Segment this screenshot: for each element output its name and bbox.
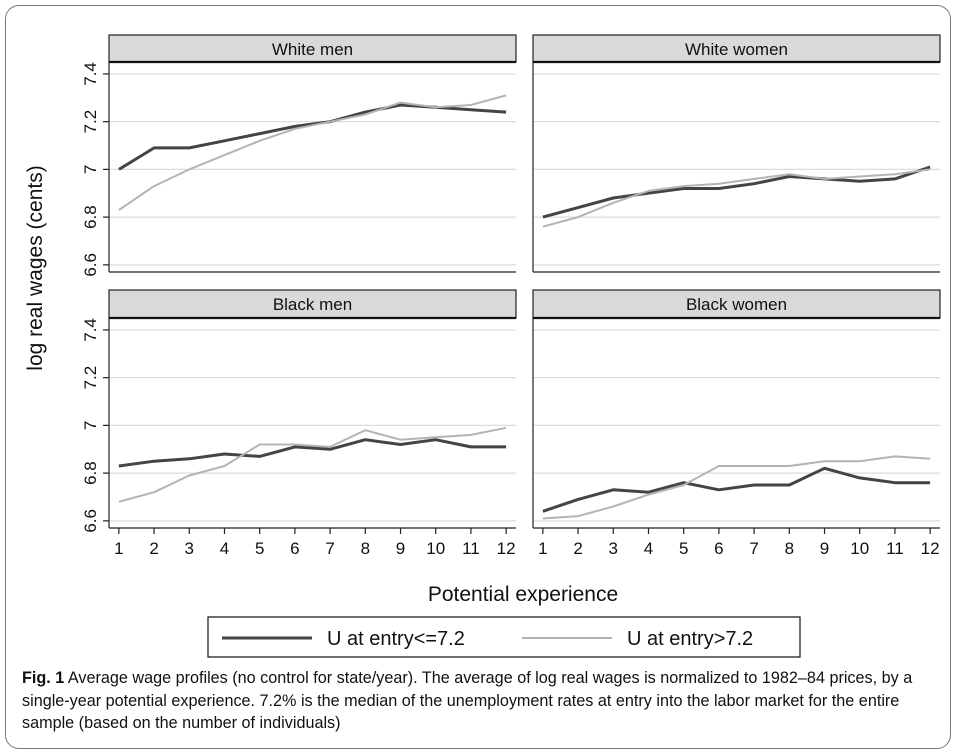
x-tick-label: 5: [679, 539, 688, 558]
x-tick-label: 12: [921, 539, 940, 558]
panel-title: White women: [685, 40, 788, 59]
figure-caption: Fig. 1 Average wage profiles (no control…: [22, 667, 932, 735]
x-tick-label: 10: [850, 539, 869, 558]
panel-strip: [532, 289, 941, 319]
plot-background: [109, 318, 516, 528]
y-tick-label: 7.2: [81, 110, 100, 134]
x-tick-label: 3: [609, 539, 618, 558]
plot-background: [109, 62, 516, 272]
x-tick-label: 1: [114, 539, 123, 558]
caption-label: Fig. 1: [22, 669, 65, 687]
y-tick-label: 7.4: [81, 318, 100, 342]
panel-strip: [108, 34, 517, 63]
x-tick-label: 6: [714, 539, 723, 558]
panel-strip: [532, 34, 941, 63]
series-line-u-high: [118, 94, 507, 211]
legend-label: U at entry<=7.2: [327, 628, 465, 650]
x-tick-label: 4: [644, 539, 653, 558]
y-tick-label: 6.8: [81, 461, 100, 485]
caption-text: Average wage profiles (no control for st…: [22, 669, 913, 732]
x-tick-label: 9: [396, 539, 405, 558]
x-tick-label: 5: [255, 539, 264, 558]
y-tick-label: 7: [81, 165, 100, 174]
legend-label: U at entry>7.2: [627, 628, 753, 650]
x-tick-label: 2: [573, 539, 582, 558]
y-axis-label: log real wages (cents): [24, 165, 47, 370]
x-tick-label: 4: [220, 539, 229, 558]
panel-title: Black women: [686, 295, 787, 314]
plot-background: [533, 62, 940, 272]
y-tick-label: 7.4: [81, 62, 100, 86]
x-tick-label: 9: [820, 539, 829, 558]
x-tick-label: 6: [290, 539, 299, 558]
legend: U at entry<=7.2 U at entry>7.2: [207, 616, 801, 658]
x-tick-label: 7: [749, 539, 758, 558]
series-line-u-low: [542, 466, 931, 513]
panel-strip: [108, 289, 517, 319]
x-tick-label: 3: [185, 539, 194, 558]
x-tick-label: 1: [538, 539, 547, 558]
series-line-u-high: [542, 168, 931, 228]
panel-white-women: White women: [532, 34, 941, 273]
x-tick-label: 8: [785, 539, 794, 558]
x-tick-label: 10: [426, 539, 445, 558]
x-tick-label: 2: [149, 539, 158, 558]
series-line-u-high: [542, 455, 931, 520]
series-line-u-low: [118, 438, 507, 468]
y-tick-label: 7.2: [81, 366, 100, 390]
x-axis-label: Potential experience: [428, 583, 618, 606]
x-tick-label: 12: [497, 539, 516, 558]
x-tick-label: 8: [361, 539, 370, 558]
chart-area: White men 6.6 6.8 7 7.2 7.4 White women Black m…: [24, 34, 941, 658]
panel-title: Black men: [273, 295, 352, 314]
y-tick-label: 6.8: [81, 205, 100, 229]
x-tick-label: 7: [325, 539, 334, 558]
panel-white-men: White men 6.6 6.8 7 7.2 7.4: [81, 34, 517, 277]
x-tick-label: 11: [886, 539, 904, 558]
y-tick-label: 6.6: [81, 509, 100, 533]
y-tick-label: 7: [81, 421, 100, 430]
series-line-u-high: [118, 426, 507, 503]
series-line-u-low: [542, 165, 931, 219]
x-tick-label: 11: [462, 539, 480, 558]
panel-title: White men: [272, 40, 353, 59]
y-tick-label: 6.6: [81, 253, 100, 277]
